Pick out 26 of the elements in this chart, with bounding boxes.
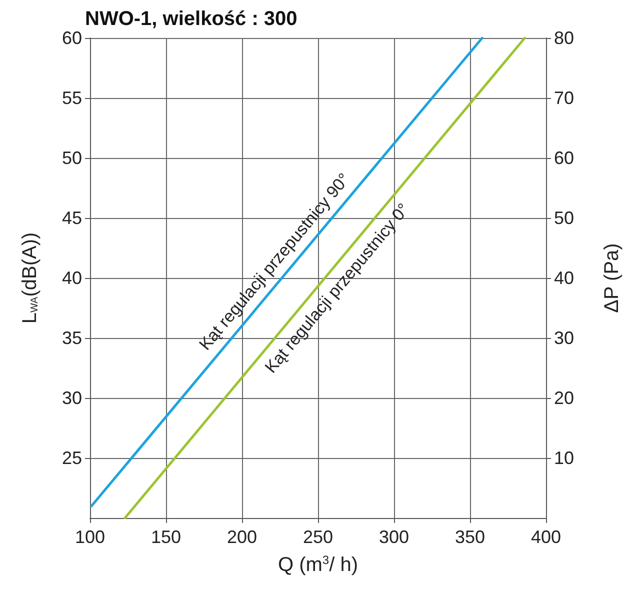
x-tick-label: 200	[226, 527, 258, 547]
y2-tick-label: 10	[554, 448, 574, 468]
x-tick-label: 400	[530, 527, 562, 547]
y2-tick-label: 60	[554, 148, 574, 168]
chart-title: NWO-1, wielkość : 300	[85, 8, 298, 30]
y-axis-title: LWA(dB(A))	[19, 232, 41, 324]
y2-tick-label: 40	[554, 268, 574, 288]
x-tick-label: 350	[454, 527, 486, 547]
y-tick-label: 60	[62, 28, 82, 48]
y2-axis-title: ΔP (Pa)	[601, 243, 623, 313]
x-tick-label: 100	[74, 527, 106, 547]
y-tick-label: 25	[62, 448, 82, 468]
y-tick-label: 40	[62, 268, 82, 288]
y-tick-label: 50	[62, 148, 82, 168]
y-tick-label: 55	[62, 88, 82, 108]
y-tick-label: 35	[62, 328, 82, 348]
y2-tick-label: 80	[554, 28, 574, 48]
x-tick-label: 150	[150, 527, 182, 547]
y2-tick-label: 70	[554, 88, 574, 108]
y2-tick-label: 30	[554, 328, 574, 348]
x-tick-label: 300	[378, 527, 410, 547]
y-tick-label: 30	[62, 388, 82, 408]
x-tick-label: 250	[302, 527, 334, 547]
y2-tick-label: 20	[554, 388, 574, 408]
y2-tick-label: 50	[554, 208, 574, 228]
y-tick-label: 45	[62, 208, 82, 228]
